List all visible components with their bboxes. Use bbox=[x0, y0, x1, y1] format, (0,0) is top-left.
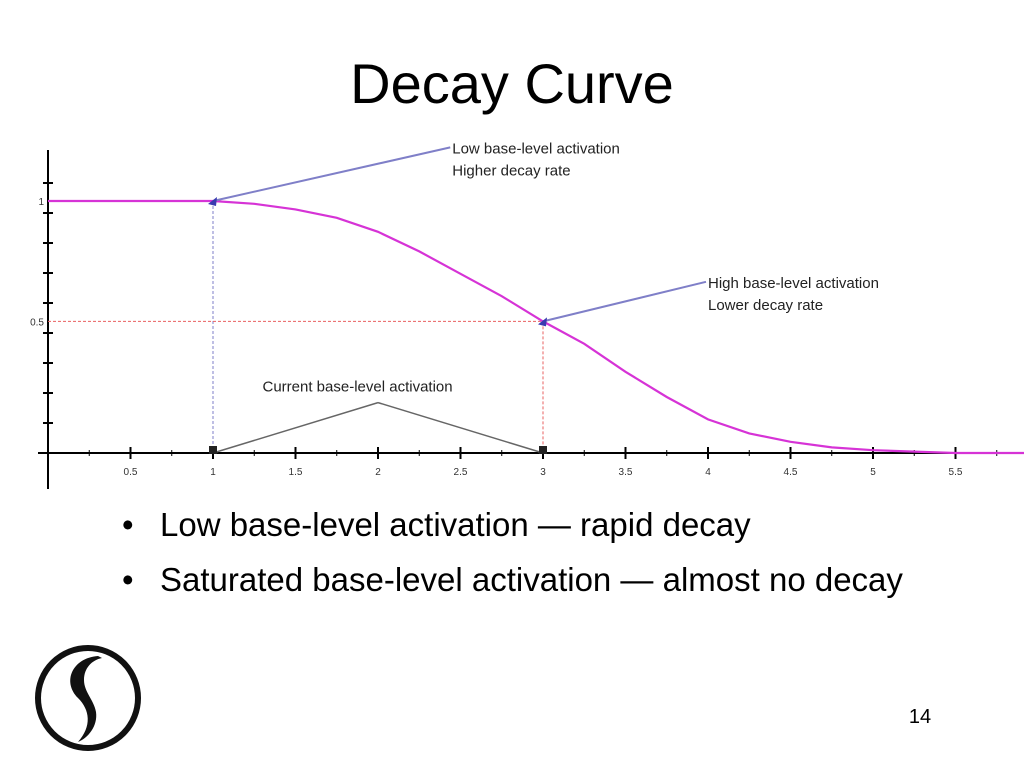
annotation-marker bbox=[209, 446, 217, 454]
logo-icon bbox=[35, 645, 141, 751]
bullet-glyph: • bbox=[122, 506, 134, 543]
decay-curve-chart: 0.5 1 1.5 2 2.5 3 3.5 4 4.5 5 5.5 1 0.5 Low base-lev… bbox=[30, 140, 1024, 489]
annotation-marker bbox=[538, 317, 547, 327]
annotation-label: Current base-level activation bbox=[263, 378, 453, 395]
page-number: 14 bbox=[908, 706, 932, 728]
annotation-label: Higher decay rate bbox=[452, 162, 570, 179]
annotation-label: Lower decay rate bbox=[708, 297, 823, 314]
chart-reference-lines bbox=[48, 200, 544, 453]
bullet-item: • Saturated base-level activation — almo… bbox=[122, 558, 922, 602]
x-tick-label: 2 bbox=[375, 467, 381, 478]
bullet-item: • Low base-level activation — rapid deca… bbox=[122, 503, 922, 547]
x-tick-label: 5.5 bbox=[949, 467, 963, 478]
slide-title: Decay Curve bbox=[350, 52, 674, 115]
bullet-glyph: • bbox=[122, 561, 134, 598]
x-tick-label: 1.5 bbox=[289, 467, 303, 478]
chart-series bbox=[48, 199, 1024, 455]
annotation-label: Low base-level activation bbox=[452, 140, 620, 157]
x-tick-label: 3.5 bbox=[619, 467, 633, 478]
x-tick-label: 1 bbox=[210, 467, 216, 478]
annotation-leader bbox=[212, 401, 379, 454]
chart-annotations: Low base-level activation Higher decay ra… bbox=[208, 140, 879, 454]
annotation-leader bbox=[377, 401, 544, 454]
x-tick-label: 5 bbox=[870, 467, 876, 478]
bullet-list: • Low base-level activation — rapid deca… bbox=[122, 503, 922, 613]
annotation-label: High base-level activation bbox=[708, 275, 879, 292]
x-tick-label: 2.5 bbox=[454, 467, 468, 478]
bullet-text: Saturated base-level activation — almost… bbox=[160, 561, 903, 598]
annotation-leader bbox=[212, 146, 451, 202]
annotation-leader bbox=[542, 280, 707, 323]
x-tick-label: 4 bbox=[705, 467, 711, 478]
y-tick-label: 0.5 bbox=[30, 317, 44, 328]
annotation-marker bbox=[208, 197, 217, 206]
x-tick-label: 4.5 bbox=[784, 467, 798, 478]
bullet-text: Low base-level activation — rapid decay bbox=[160, 506, 751, 543]
x-tick-label: 3 bbox=[540, 467, 546, 478]
decay-curve-line bbox=[48, 199, 1024, 455]
y-tick-label: 1 bbox=[38, 197, 44, 208]
x-tick-label: 0.5 bbox=[124, 467, 138, 478]
annotation-marker bbox=[539, 446, 547, 454]
